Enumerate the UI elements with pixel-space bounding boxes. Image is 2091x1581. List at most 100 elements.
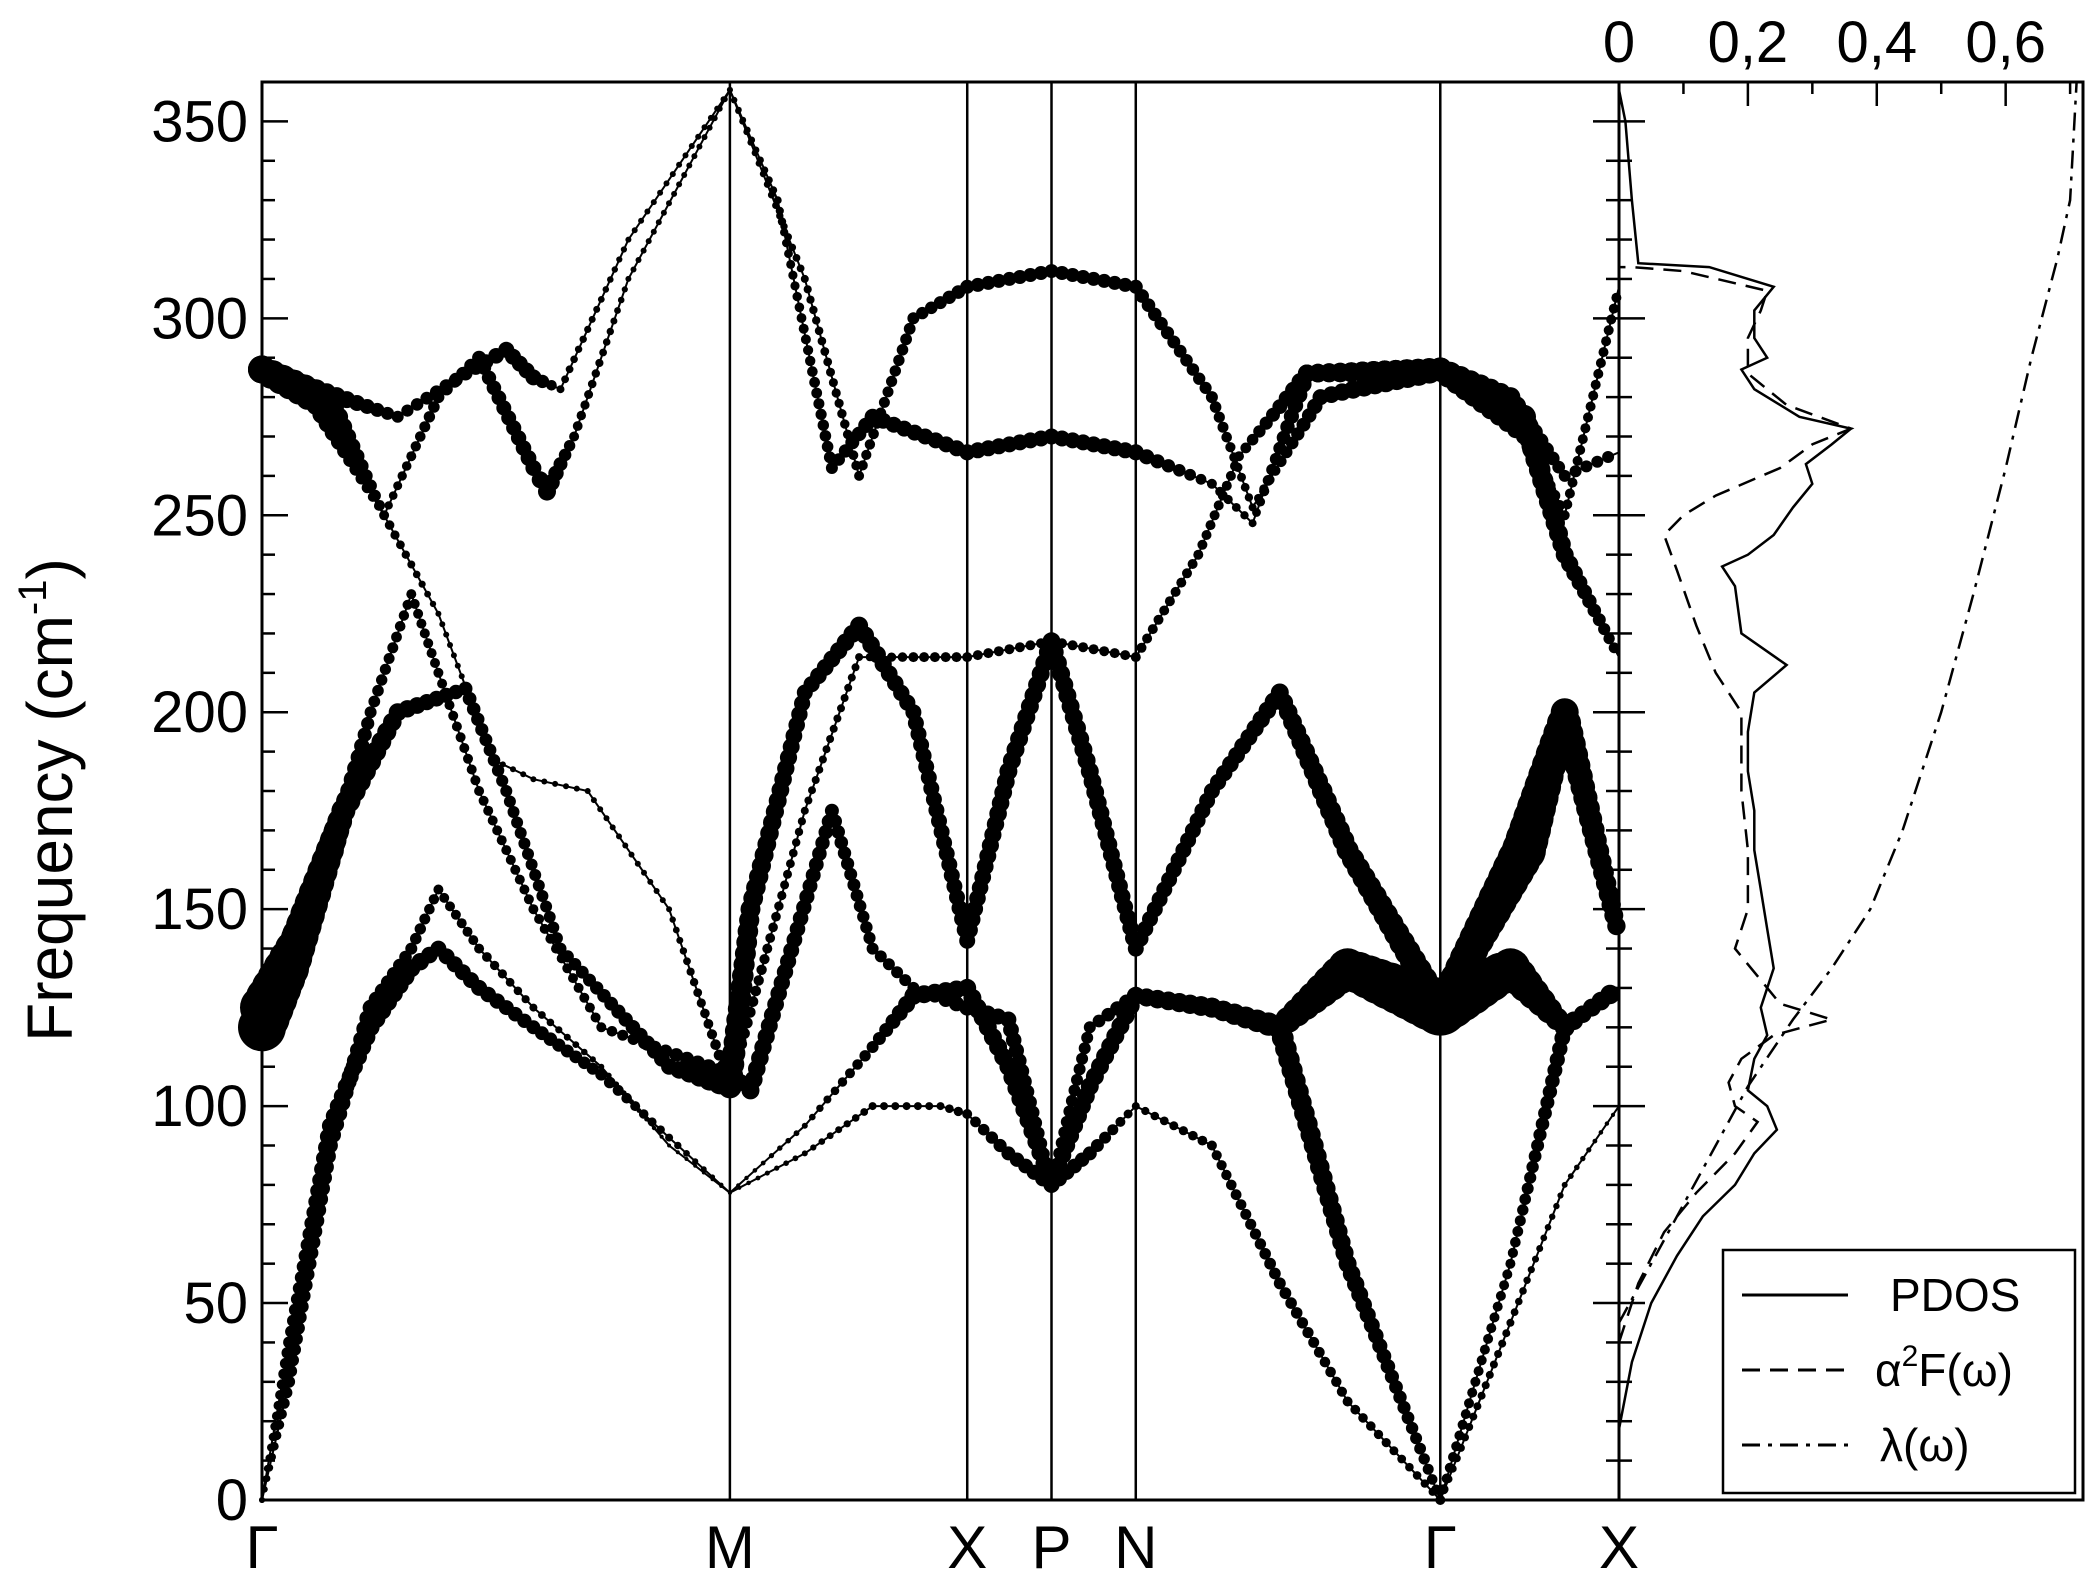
y-tick-label-4: 200 bbox=[151, 680, 248, 745]
band-4-point bbox=[789, 848, 798, 858]
band-6-point bbox=[631, 227, 638, 234]
band-1-point bbox=[262, 1475, 269, 1483]
band-6-point bbox=[1034, 266, 1048, 280]
band-0-point bbox=[810, 1144, 817, 1151]
band-1-point bbox=[1533, 1128, 1547, 1142]
dispersion-bands bbox=[238, 86, 1626, 1505]
band-0-point bbox=[675, 1150, 680, 1155]
band-6-point bbox=[868, 428, 879, 440]
band-3-point bbox=[518, 837, 531, 850]
band-1-point bbox=[267, 1443, 275, 1452]
band-4-point bbox=[470, 704, 477, 711]
band-6-point bbox=[650, 199, 657, 206]
band-1-point bbox=[1451, 1441, 1462, 1452]
band-1-point bbox=[674, 1141, 682, 1150]
band-5-point bbox=[1215, 486, 1225, 497]
band-6-point bbox=[682, 152, 689, 159]
band-4-point bbox=[485, 746, 492, 753]
band-1-point bbox=[296, 1259, 311, 1274]
band-1-point bbox=[1460, 1409, 1471, 1420]
spectral-curves bbox=[1617, 81, 2078, 1430]
band-4-point bbox=[1004, 644, 1015, 655]
band-0-point bbox=[1494, 1350, 1503, 1358]
band-0-point bbox=[1557, 1192, 1564, 1199]
band-1-point bbox=[1526, 1160, 1539, 1174]
band-0-point bbox=[826, 1132, 834, 1140]
band-0-point bbox=[1544, 1224, 1552, 1231]
band-0-point bbox=[414, 923, 426, 935]
band-4-point bbox=[962, 652, 973, 663]
band-0-point bbox=[1366, 1421, 1376, 1431]
band-1-point bbox=[1405, 1421, 1419, 1435]
band-2-point bbox=[1055, 1136, 1068, 1149]
band-1-point bbox=[830, 1086, 840, 1096]
band-4-point bbox=[429, 600, 437, 608]
band-2-point bbox=[430, 658, 440, 668]
band-5-point bbox=[792, 291, 802, 302]
band-0-point bbox=[1473, 1402, 1482, 1411]
band-4-point bbox=[1088, 644, 1099, 655]
band-2-point bbox=[1078, 1042, 1091, 1055]
band-6-point bbox=[1603, 325, 1614, 336]
band-5-point bbox=[696, 143, 703, 150]
band-4-point bbox=[1209, 510, 1220, 521]
band-0-point bbox=[860, 1108, 869, 1116]
band-4-point bbox=[844, 683, 853, 692]
spectral-curve-1 bbox=[1617, 265, 1855, 1343]
band-0-point bbox=[1107, 1124, 1119, 1136]
band-5-point bbox=[563, 440, 576, 452]
band-4-point bbox=[672, 926, 680, 934]
band-4-point bbox=[744, 1006, 756, 1018]
band-5-point bbox=[794, 302, 805, 313]
band-4-point bbox=[447, 642, 453, 648]
band-6-point bbox=[747, 139, 754, 146]
band-0-point bbox=[1221, 1169, 1232, 1181]
band-4-point bbox=[847, 673, 856, 682]
band-0-point bbox=[1254, 1238, 1267, 1250]
band-4-point bbox=[1147, 624, 1158, 635]
band-6-point bbox=[743, 128, 750, 136]
band-2-point bbox=[874, 950, 887, 963]
band-2-point bbox=[1025, 1105, 1040, 1120]
band-0-point bbox=[581, 1048, 588, 1056]
band-1-point bbox=[638, 1109, 649, 1119]
band-0-point bbox=[1527, 1266, 1535, 1274]
band-6-point bbox=[848, 450, 859, 461]
band-6-point bbox=[688, 143, 695, 149]
band-5-point bbox=[393, 481, 403, 491]
band-5-point bbox=[1558, 469, 1571, 482]
band-6-point bbox=[900, 333, 912, 346]
band-4-point bbox=[815, 765, 824, 774]
band-5-point bbox=[800, 334, 811, 345]
band-4-point bbox=[541, 778, 548, 785]
band-2-point bbox=[606, 1026, 618, 1037]
band-2-point bbox=[844, 867, 858, 881]
band-0-point bbox=[546, 1018, 555, 1027]
band-0-point bbox=[868, 1102, 877, 1111]
band-6-point bbox=[903, 322, 916, 335]
band-4-point bbox=[489, 756, 496, 763]
band-1-point bbox=[1470, 1376, 1481, 1387]
band-0-point bbox=[1540, 1234, 1548, 1242]
band-2-point bbox=[483, 805, 494, 816]
band-4-point bbox=[865, 652, 875, 662]
band-6-point bbox=[806, 295, 815, 304]
band-1-point bbox=[276, 1379, 288, 1390]
band-4-point bbox=[1025, 640, 1036, 651]
band-4-point bbox=[919, 652, 930, 663]
y-tick-label-2: 100 bbox=[151, 1074, 248, 1139]
band-4-point bbox=[741, 1017, 753, 1029]
band-4-point bbox=[439, 621, 446, 628]
band-5-point bbox=[701, 134, 708, 141]
band-6-point bbox=[420, 391, 434, 405]
band-4-point bbox=[622, 842, 629, 849]
band-0-point bbox=[474, 943, 485, 954]
band-1-point bbox=[278, 1368, 290, 1380]
band-6-point bbox=[1076, 270, 1091, 284]
band-4-point bbox=[768, 922, 778, 933]
band-1-point bbox=[281, 1347, 294, 1359]
band-4-point bbox=[418, 580, 426, 588]
band-0-point bbox=[1197, 1135, 1208, 1146]
band-1-point bbox=[1514, 1215, 1526, 1227]
